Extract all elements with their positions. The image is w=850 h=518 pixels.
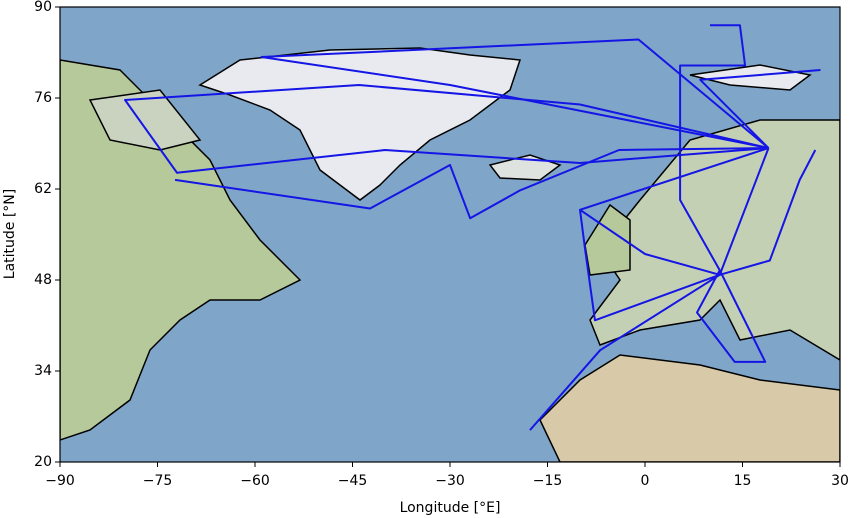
x-tick-label: −90: [45, 473, 75, 489]
flight-track: [719, 149, 817, 276]
flight-track: [174, 147, 769, 220]
y-tick-label: 34: [34, 363, 52, 379]
x-tick-label: −60: [240, 473, 270, 489]
flight-track: [124, 84, 769, 174]
flight-track: [260, 38, 770, 150]
flight-track: [579, 147, 769, 322]
x-tick-label: −45: [338, 473, 368, 489]
basemap: [60, 7, 840, 462]
y-tick-label: 90: [34, 0, 52, 15]
y-tick-label: 76: [34, 90, 52, 106]
x-tick-label: −15: [533, 473, 563, 489]
x-tick-label: 15: [734, 473, 752, 489]
flight-track: [699, 69, 821, 149]
y-tick-label: 48: [34, 272, 52, 288]
x-tick-label: −75: [143, 473, 173, 489]
tracks: [124, 24, 821, 431]
x-tick-label: 30: [831, 473, 849, 489]
y-axis-label: Latitude [°N]: [2, 189, 18, 279]
x-axis-label: Longitude [°E]: [400, 500, 501, 516]
flight-track: [679, 24, 747, 271]
x-tick-label: −30: [435, 473, 465, 489]
x-tick-label: 0: [641, 473, 650, 489]
flight-track: [696, 269, 767, 363]
flight-track: [529, 147, 770, 431]
y-tick-label: 62: [34, 181, 52, 197]
y-tick-label: 20: [34, 454, 52, 470]
